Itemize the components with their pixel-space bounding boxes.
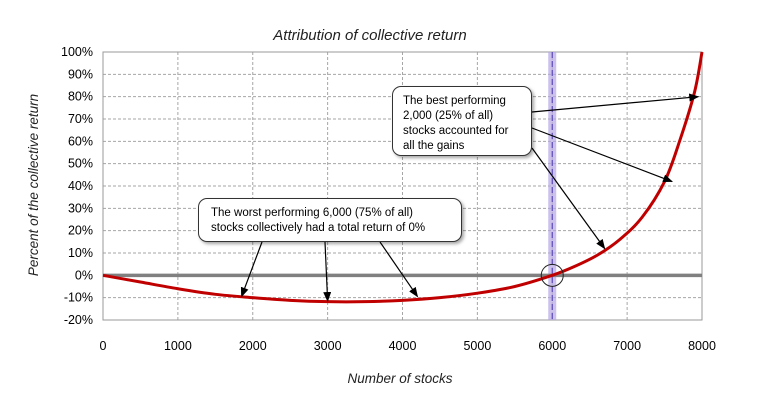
arrows bbox=[240, 93, 700, 303]
y-tick-label-70: 70% bbox=[68, 112, 93, 126]
reference-band-6000 bbox=[548, 52, 557, 320]
y-axis-label: Percent of the collective return bbox=[26, 94, 41, 276]
y-tick-label-30: 30% bbox=[68, 201, 93, 215]
callout-best-line-3: stocks accounted for bbox=[403, 125, 509, 137]
plot-border bbox=[102, 51, 703, 321]
zero-crossing-circle bbox=[540, 263, 564, 287]
arrow-worst-1 bbox=[240, 241, 263, 298]
x-tick-label-4000: 4000 bbox=[389, 339, 417, 353]
x-axis-label: Number of stocks bbox=[347, 371, 452, 386]
y-tick-label-40: 40% bbox=[68, 179, 93, 193]
callout-best-line-2: 2,000 (25% of all) bbox=[403, 110, 494, 122]
y-tick-label-60: 60% bbox=[68, 134, 93, 148]
arrow-worst-3 bbox=[379, 241, 419, 298]
chart-title: Attribution of collective return bbox=[272, 27, 466, 44]
y-tick-labels: -20% -10% 0% 10% 20% 30% 40% 50% 60% 70% 80% 90% 100… bbox=[61, 45, 93, 327]
x-tick-label-7000: 7000 bbox=[613, 339, 641, 353]
grid-lines bbox=[102, 51, 703, 321]
callout-worst-performers: The worst performing 6,000 (75% of all) … bbox=[198, 198, 462, 242]
y-tick-label-20: 20% bbox=[68, 224, 93, 238]
x-tick-label-6000: 6000 bbox=[538, 339, 566, 353]
y-tick-label-50: 50% bbox=[68, 157, 93, 171]
x-tick-label-8000: 8000 bbox=[688, 339, 716, 353]
x-tick-label-0: 0 bbox=[100, 339, 107, 353]
y-tick-label--10: -10% bbox=[64, 291, 93, 305]
return-curve bbox=[102, 51, 704, 304]
y-tick-label-90: 90% bbox=[68, 67, 93, 81]
callout-best-line-4: all the gains bbox=[403, 140, 465, 152]
y-tick-label--20: -20% bbox=[64, 313, 93, 327]
y-tick-label-10: 10% bbox=[68, 246, 93, 260]
arrow-best-2 bbox=[531, 127, 673, 183]
callout-worst-line-2: stocks collectively had a total return o… bbox=[211, 222, 426, 234]
arrow-worst-2 bbox=[323, 241, 332, 303]
x-tick-label-5000: 5000 bbox=[463, 339, 491, 353]
x-tick-label-3000: 3000 bbox=[314, 339, 342, 353]
arrow-best-1 bbox=[531, 93, 700, 113]
x-tick-label-1000: 1000 bbox=[164, 339, 192, 353]
y-tick-label-100: 100% bbox=[61, 45, 93, 59]
callout-best-line-1: The best performing bbox=[403, 95, 506, 107]
arrow-best-3 bbox=[531, 147, 606, 250]
y-tick-label-80: 80% bbox=[68, 90, 93, 104]
x-tick-labels: 0 1000 2000 3000 4000 5000 6000 7000 8000 bbox=[100, 339, 716, 353]
callout-best-performers: The best performing 2,000 (25% of all) s… bbox=[392, 86, 532, 156]
callout-worst-line-1: The worst performing 6,000 (75% of all) bbox=[211, 207, 413, 219]
y-tick-label-0: 0% bbox=[75, 268, 93, 282]
x-tick-label-2000: 2000 bbox=[239, 339, 267, 353]
reference-band bbox=[548, 52, 557, 320]
